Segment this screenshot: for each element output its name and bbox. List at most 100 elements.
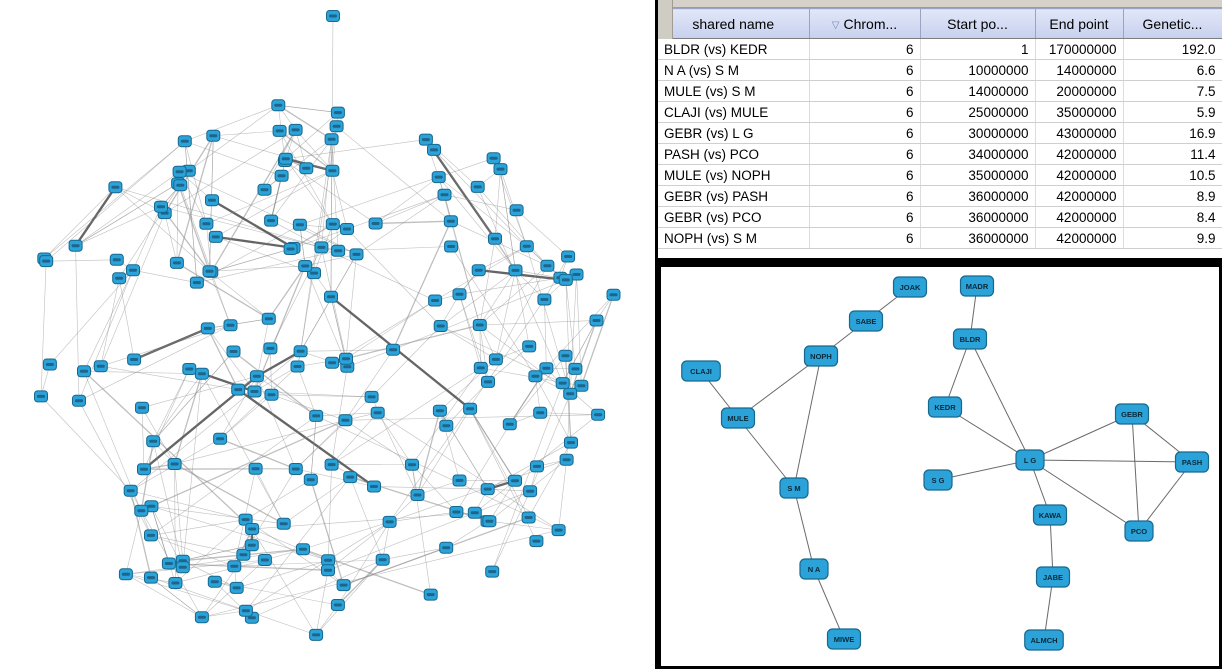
table-cell[interactable]: 5.9 — [1123, 101, 1222, 123]
network-node[interactable] — [263, 342, 278, 355]
network-node[interactable] — [405, 458, 419, 471]
network-node[interactable] — [194, 611, 209, 624]
network-node[interactable] — [488, 232, 502, 245]
network-node[interactable] — [229, 581, 244, 594]
table-cell[interactable]: 11.4 — [1123, 143, 1222, 165]
network-node[interactable] — [338, 414, 353, 427]
network-node[interactable] — [68, 239, 83, 252]
network-node[interactable] — [471, 264, 486, 277]
network-node[interactable]: KEDR — [927, 396, 963, 418]
network-edge[interactable] — [969, 338, 1031, 461]
network-node[interactable] — [238, 604, 253, 617]
network-node[interactable] — [207, 575, 222, 588]
network-node[interactable] — [444, 240, 459, 253]
network-node[interactable]: GEBR — [1114, 403, 1150, 425]
table-cell[interactable]: 6 — [809, 185, 921, 207]
network-node[interactable] — [108, 181, 123, 194]
network-node[interactable] — [559, 453, 574, 466]
network-node[interactable] — [288, 123, 303, 136]
network-node[interactable] — [309, 409, 324, 422]
network-node[interactable] — [167, 458, 182, 470]
network-node[interactable]: S G — [923, 469, 953, 491]
network-node[interactable] — [508, 474, 522, 487]
network-edge[interactable] — [1138, 461, 1193, 532]
network-node[interactable] — [264, 214, 279, 227]
network-node[interactable] — [432, 404, 447, 417]
table-cell[interactable]: 42000000 — [1035, 185, 1124, 207]
network-node[interactable] — [370, 406, 385, 419]
network-node[interactable] — [161, 557, 176, 570]
network-node[interactable] — [172, 165, 187, 178]
table-row[interactable]: NOPH (vs) S M 6 36000000 42000000 9.9 — [658, 227, 1222, 249]
network-node[interactable] — [324, 290, 338, 303]
table-row[interactable]: PASH (vs) PCO 6 34000000 42000000 11.4 — [658, 143, 1222, 165]
network-node[interactable] — [249, 370, 264, 383]
network-node[interactable] — [200, 322, 215, 335]
network-node[interactable] — [427, 143, 441, 156]
network-node[interactable] — [568, 362, 583, 375]
network-node[interactable] — [481, 375, 495, 388]
network-node[interactable] — [39, 255, 54, 268]
network-node[interactable] — [564, 436, 578, 449]
network-node[interactable] — [202, 265, 217, 278]
network-node[interactable] — [326, 10, 340, 22]
network-node[interactable] — [118, 568, 133, 581]
network-node[interactable] — [386, 343, 401, 356]
table-cell[interactable]: 170000000 — [1035, 38, 1124, 60]
table-cell[interactable]: 192.0 — [1123, 38, 1222, 60]
sub-network-panel[interactable]: JOAK SABE NOPH CLAJI MULE S M N A MIWE MADR BLDR K… — [658, 264, 1222, 669]
network-node[interactable] — [467, 506, 482, 519]
network-node[interactable] — [144, 529, 158, 542]
network-node[interactable] — [486, 152, 501, 165]
network-node[interactable] — [245, 523, 260, 535]
network-node[interactable] — [480, 483, 495, 496]
table-cell[interactable]: 36000000 — [920, 227, 1036, 249]
network-node[interactable] — [292, 218, 307, 231]
network-node[interactable] — [244, 539, 259, 552]
network-node[interactable] — [410, 489, 425, 501]
network-node[interactable] — [509, 204, 524, 217]
table-cell[interactable]: 7.5 — [1123, 80, 1222, 102]
network-node[interactable] — [364, 390, 379, 403]
network-node[interactable] — [278, 152, 293, 165]
network-node[interactable]: L G — [1015, 449, 1045, 471]
network-edge[interactable] — [793, 355, 822, 489]
network-node[interactable] — [296, 543, 310, 556]
network-node[interactable]: PASH — [1174, 451, 1210, 473]
network-node[interactable]: ALMCH — [1024, 629, 1064, 651]
table-cell[interactable]: NOPH (vs) S M — [658, 227, 810, 249]
network-node[interactable] — [339, 352, 353, 365]
network-node[interactable] — [299, 162, 314, 175]
network-node[interactable] — [375, 553, 390, 566]
network-node[interactable] — [473, 361, 488, 374]
network-node[interactable] — [537, 293, 552, 306]
table-cell[interactable]: 6 — [809, 59, 921, 81]
network-node[interactable]: N A — [799, 558, 829, 580]
network-node[interactable] — [223, 319, 238, 332]
network-edge[interactable] — [737, 355, 822, 419]
table-cell[interactable]: 36000000 — [920, 185, 1036, 207]
table-cell[interactable]: GEBR (vs) L G — [658, 122, 810, 144]
network-edge[interactable] — [1029, 459, 1140, 532]
network-node[interactable] — [321, 554, 336, 567]
column-header-end-point[interactable]: End point — [1035, 8, 1124, 39]
network-node[interactable] — [173, 179, 188, 192]
network-node[interactable] — [213, 432, 228, 445]
network-node[interactable] — [439, 541, 454, 554]
table-row[interactable]: CLAJI (vs) MULE 6 25000000 35000000 5.9 — [658, 101, 1222, 123]
main-network-canvas[interactable] — [0, 0, 655, 669]
network-node[interactable] — [439, 419, 454, 432]
column-header-shared-name[interactable]: shared name — [658, 8, 810, 39]
network-node[interactable] — [551, 524, 566, 537]
table-cell[interactable]: 14000000 — [920, 80, 1036, 102]
network-node[interactable] — [437, 188, 452, 201]
network-node[interactable] — [264, 388, 279, 401]
table-cell[interactable]: BLDR (vs) KEDR — [658, 38, 810, 60]
network-edge[interactable] — [944, 338, 971, 408]
table-cell[interactable]: 6 — [809, 38, 921, 60]
network-node[interactable] — [521, 511, 536, 524]
network-node[interactable] — [144, 571, 158, 584]
table-cell[interactable]: 6.6 — [1123, 59, 1222, 81]
network-node[interactable] — [276, 517, 291, 530]
network-node[interactable] — [367, 480, 381, 493]
